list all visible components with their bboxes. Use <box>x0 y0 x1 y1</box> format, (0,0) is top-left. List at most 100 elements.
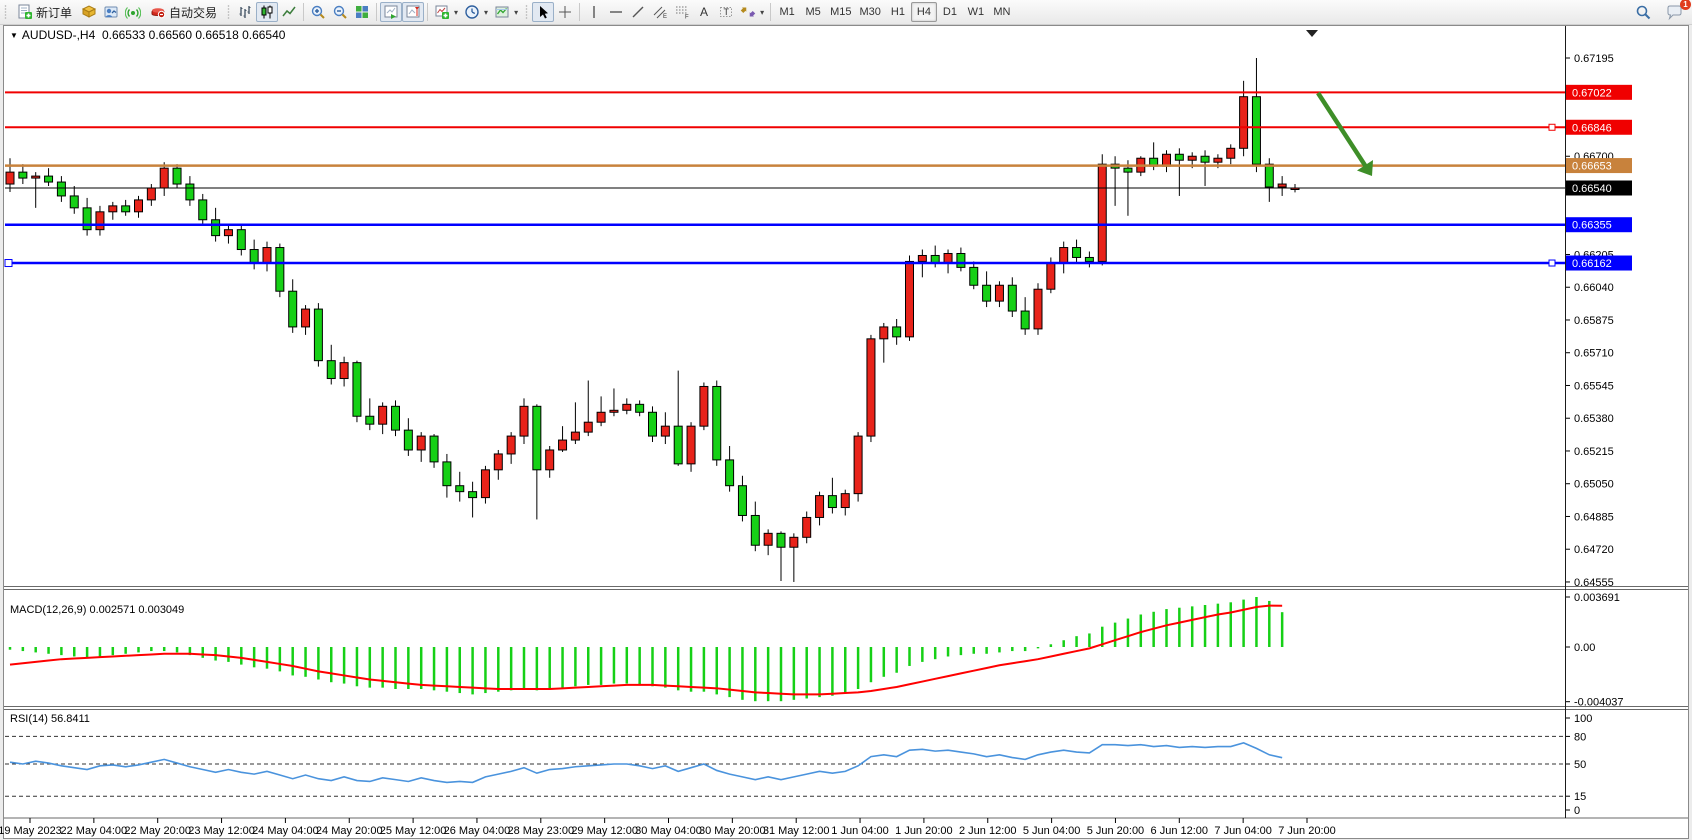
horizontal-line-tool-button[interactable] <box>605 2 627 22</box>
zoom-out-button[interactable] <box>329 2 351 22</box>
crosshair-icon <box>557 4 573 20</box>
data-window-icon <box>103 4 119 20</box>
timeframe-button-h1[interactable]: H1 <box>890 6 905 18</box>
price-label-box <box>1566 119 1632 135</box>
chart-shift-button[interactable] <box>402 2 425 22</box>
candle-body <box>352 362 362 417</box>
candle-body <box>468 491 478 499</box>
candle-body <box>1123 167 1133 173</box>
price-axis-tick-label: 0.65380 <box>1574 413 1614 425</box>
candle-body <box>236 229 246 251</box>
zoom-in-button[interactable] <box>307 2 329 22</box>
indicators-button[interactable]: ▾ <box>431 2 461 22</box>
timeframe-button-m5[interactable]: M5 <box>805 6 821 18</box>
search-button[interactable] <box>1632 2 1655 22</box>
equidistant-channel-tool-button[interactable]: E <box>649 2 671 22</box>
price-axis-tick-label: 0.64885 <box>1574 511 1614 523</box>
auto-trading-button[interactable]: 自动交易 <box>144 2 223 22</box>
price-label-box <box>1566 158 1632 174</box>
toolbar-separator <box>770 3 772 21</box>
timeframe-button-w1[interactable]: W1 <box>967 6 985 18</box>
price-axis-tick-label: 0.65545 <box>1574 380 1614 392</box>
candle-body <box>879 326 889 340</box>
arrows-dropdown-icon: ▾ <box>760 7 765 17</box>
candle-body <box>609 409 619 413</box>
candlestick-mode-button[interactable] <box>256 2 279 22</box>
candle-body <box>275 247 285 292</box>
new-order-button[interactable]: 新订单 <box>11 2 78 22</box>
line-chart-mode-button[interactable] <box>278 2 300 22</box>
arrow-annotation-head[interactable] <box>1356 160 1374 176</box>
timeframe-button-m15[interactable]: M15 <box>830 6 852 18</box>
notifications-button[interactable]: 1 <box>1663 0 1691 22</box>
time-axis-label: 1 Jun 04:00 <box>831 825 889 837</box>
crosshair-tool-button[interactable] <box>554 2 576 22</box>
fibonacci-tool-button[interactable]: F <box>671 2 693 22</box>
timeframe-button-d1[interactable]: D1 <box>942 6 957 18</box>
candle-body <box>146 187 156 201</box>
candlestick-icon <box>259 4 275 20</box>
candle-body <box>763 532 773 546</box>
time-axis-label: 28 May 23:00 <box>507 825 574 837</box>
timeframe-button-m1[interactable]: M1 <box>779 6 795 18</box>
cursor-tool-button[interactable] <box>532 2 555 22</box>
candle-body <box>660 425 670 437</box>
auto-scroll-button[interactable] <box>380 2 403 22</box>
candle-body <box>622 403 632 411</box>
market-watch-button[interactable] <box>78 2 100 22</box>
tile-windows-button[interactable] <box>351 2 373 22</box>
level-line-handle[interactable] <box>4 259 13 268</box>
main-toolbar: 新订单 自动交易 <box>0 0 1692 25</box>
toolbar-grip <box>3 4 8 20</box>
text-label-icon: T <box>718 4 734 20</box>
toolbar-separator <box>376 3 378 21</box>
candle-body <box>1174 153 1184 161</box>
candle-body <box>1072 247 1082 258</box>
time-axis-label: 25 May 12:00 <box>380 825 447 837</box>
candle-body <box>5 171 15 185</box>
navigator-button[interactable] <box>122 2 144 22</box>
candle-body <box>223 229 233 237</box>
arrow-annotation-shaft[interactable] <box>1316 91 1368 168</box>
timeframe-button-h4[interactable]: H4 <box>910 2 937 22</box>
time-axis-label: 5 Jun 04:00 <box>1023 825 1081 837</box>
symbol-menu-icon[interactable]: ▼ <box>10 31 18 40</box>
candle-body <box>506 435 516 455</box>
trendline-tool-button[interactable] <box>627 2 649 22</box>
templates-button[interactable]: ▾ <box>491 2 521 22</box>
time-axis-label: 24 May 20:00 <box>316 825 383 837</box>
arrows-tool-button[interactable]: ▾ <box>737 2 767 22</box>
level-line-handle[interactable] <box>1548 123 1556 131</box>
candle-body <box>378 405 388 425</box>
toolbar-separator <box>427 3 429 21</box>
data-window-button[interactable] <box>100 2 122 22</box>
periods-button[interactable]: ▾ <box>461 2 491 22</box>
candle-body <box>994 284 1004 302</box>
chart-canvas[interactable]: 0.671950.667000.662050.660400.658750.657… <box>0 24 1692 840</box>
candle-body <box>108 205 118 213</box>
time-axis-label: 26 May 04:00 <box>444 825 511 837</box>
chart-ohlc-values: 0.66533 0.66560 0.66518 0.66540 <box>101 28 286 42</box>
vertical-line-tool-button[interactable] <box>583 2 605 22</box>
candle-body <box>737 485 747 516</box>
candle-body <box>802 516 812 538</box>
chart-title: ▼ AUDUSD-,H4 0.66533 0.66560 0.66518 0.66… <box>10 28 285 42</box>
candle-body <box>95 211 105 231</box>
text-tool-button[interactable]: A <box>693 2 715 22</box>
level-line-handle[interactable] <box>1548 259 1556 267</box>
templates-icon <box>494 4 510 20</box>
price-label-text: 0.66540 <box>1572 183 1612 195</box>
price-axis-tick-label: 0.65875 <box>1574 315 1614 327</box>
chart-shift-marker[interactable] <box>1306 30 1318 37</box>
timeframe-button-mn[interactable]: MN <box>993 6 1011 18</box>
timeframe-button-m30[interactable]: M30 <box>859 6 881 18</box>
price-axis-tick-label: 0.64555 <box>1574 577 1614 589</box>
bar-chart-mode-button[interactable] <box>234 2 256 22</box>
candle-body <box>1020 310 1030 330</box>
candle-body <box>519 405 529 437</box>
candle-body <box>121 205 131 213</box>
text-label-tool-button[interactable]: T <box>715 2 737 22</box>
toolbar-separator <box>579 3 581 21</box>
candle-body <box>750 514 760 546</box>
new-order-label: 新订单 <box>36 5 73 20</box>
